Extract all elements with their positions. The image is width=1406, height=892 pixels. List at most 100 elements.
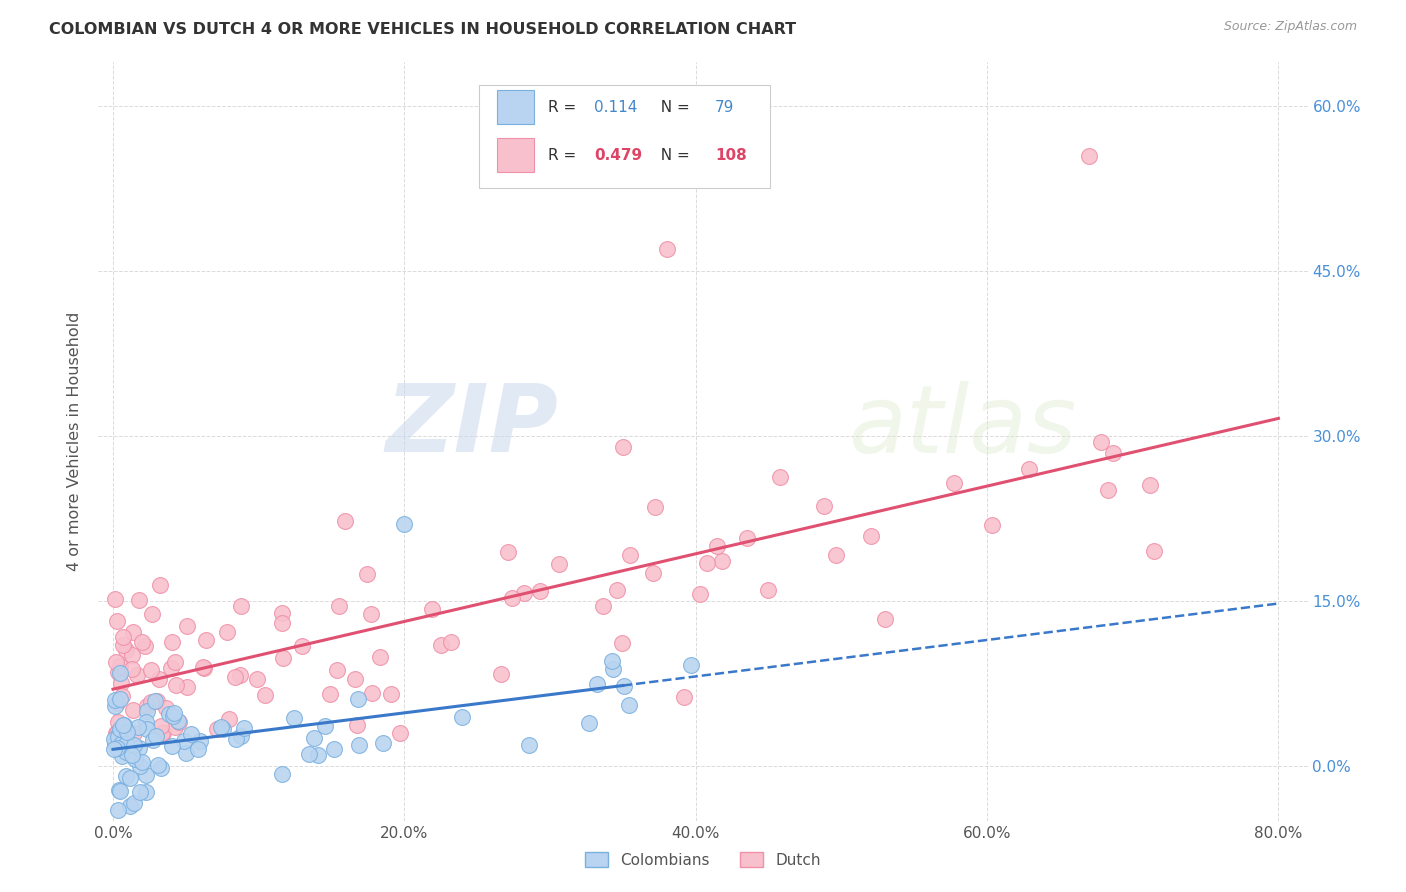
Point bbox=[429, 639, 451, 653]
Point bbox=[191, 660, 214, 674]
Y-axis label: 4 or more Vehicles in Household: 4 or more Vehicles in Household bbox=[67, 312, 83, 571]
Point bbox=[114, 725, 136, 739]
Point bbox=[103, 742, 125, 756]
Point bbox=[173, 734, 195, 748]
Point bbox=[496, 545, 519, 559]
Point bbox=[136, 704, 159, 718]
Point bbox=[131, 635, 153, 649]
Point bbox=[1101, 446, 1123, 460]
Point bbox=[696, 556, 718, 570]
Point bbox=[141, 663, 163, 677]
Point bbox=[121, 748, 143, 763]
Point bbox=[112, 638, 135, 652]
Point bbox=[104, 699, 127, 714]
FancyBboxPatch shape bbox=[479, 85, 769, 187]
Point bbox=[176, 680, 198, 694]
Text: N =: N = bbox=[651, 148, 695, 162]
Point bbox=[115, 738, 138, 752]
Point bbox=[347, 739, 370, 753]
Point bbox=[107, 731, 129, 745]
Point bbox=[225, 732, 247, 747]
Text: 108: 108 bbox=[716, 148, 747, 162]
Point bbox=[150, 725, 173, 739]
Point bbox=[253, 688, 276, 702]
Point bbox=[360, 607, 382, 622]
Point bbox=[122, 624, 145, 639]
Point bbox=[115, 769, 138, 783]
Point bbox=[128, 593, 150, 607]
Point bbox=[115, 724, 138, 739]
Point bbox=[129, 758, 152, 772]
Text: 80.0%: 80.0% bbox=[1254, 826, 1302, 841]
Point bbox=[489, 666, 512, 681]
Point bbox=[209, 720, 232, 734]
Point bbox=[304, 731, 326, 745]
Point bbox=[110, 675, 132, 690]
Point bbox=[586, 676, 609, 690]
Point bbox=[422, 601, 444, 615]
Point bbox=[606, 582, 628, 597]
Text: 60.0%: 60.0% bbox=[963, 826, 1011, 841]
Point bbox=[215, 625, 238, 640]
Point bbox=[655, 242, 678, 256]
Point bbox=[155, 701, 177, 715]
Point bbox=[333, 514, 356, 528]
FancyBboxPatch shape bbox=[498, 90, 534, 124]
Point bbox=[139, 695, 162, 709]
Point bbox=[291, 640, 314, 654]
Point bbox=[229, 667, 252, 681]
Point bbox=[121, 662, 143, 676]
Point bbox=[103, 731, 125, 746]
Point bbox=[612, 440, 634, 454]
Point bbox=[135, 785, 157, 799]
Text: Source: ZipAtlas.com: Source: ZipAtlas.com bbox=[1223, 20, 1357, 33]
Point bbox=[107, 665, 129, 679]
Point bbox=[813, 499, 835, 513]
Point bbox=[136, 722, 159, 736]
Point bbox=[980, 518, 1002, 533]
Point bbox=[322, 742, 344, 756]
Point bbox=[141, 733, 163, 747]
Point bbox=[328, 599, 350, 613]
Point bbox=[128, 785, 150, 799]
Point bbox=[150, 719, 173, 733]
Text: N =: N = bbox=[651, 100, 695, 114]
Point bbox=[174, 746, 197, 760]
Point bbox=[368, 649, 391, 664]
Point bbox=[131, 756, 153, 770]
Point bbox=[111, 748, 134, 763]
Point bbox=[110, 665, 132, 680]
Point bbox=[148, 672, 170, 686]
Point bbox=[163, 719, 186, 733]
Point bbox=[149, 761, 172, 775]
Point bbox=[134, 639, 156, 653]
Point bbox=[711, 554, 734, 568]
Point bbox=[578, 716, 600, 731]
Point bbox=[380, 687, 402, 701]
Point bbox=[737, 531, 759, 545]
Point bbox=[115, 643, 138, 657]
Text: COLOMBIAN VS DUTCH 4 OR MORE VEHICLES IN HOUSEHOLD CORRELATION CHART: COLOMBIAN VS DUTCH 4 OR MORE VEHICLES IN… bbox=[49, 22, 796, 37]
Point bbox=[1078, 149, 1101, 163]
Point bbox=[318, 687, 340, 701]
Point bbox=[229, 729, 252, 743]
Text: R =: R = bbox=[548, 148, 581, 162]
Point bbox=[176, 619, 198, 633]
Point bbox=[105, 696, 128, 710]
Text: 79: 79 bbox=[716, 100, 734, 114]
Point bbox=[167, 715, 190, 730]
Point bbox=[689, 587, 711, 601]
Point bbox=[159, 661, 181, 675]
Point bbox=[141, 607, 163, 622]
Point bbox=[224, 670, 246, 684]
Point bbox=[163, 706, 186, 721]
Point bbox=[271, 767, 294, 781]
Point bbox=[371, 736, 394, 750]
Text: R =: R = bbox=[548, 100, 581, 114]
Point bbox=[547, 557, 569, 571]
Point bbox=[501, 591, 523, 605]
Point bbox=[307, 748, 329, 763]
Point bbox=[108, 722, 131, 736]
Text: atlas: atlas bbox=[848, 381, 1077, 472]
Point bbox=[104, 693, 127, 707]
